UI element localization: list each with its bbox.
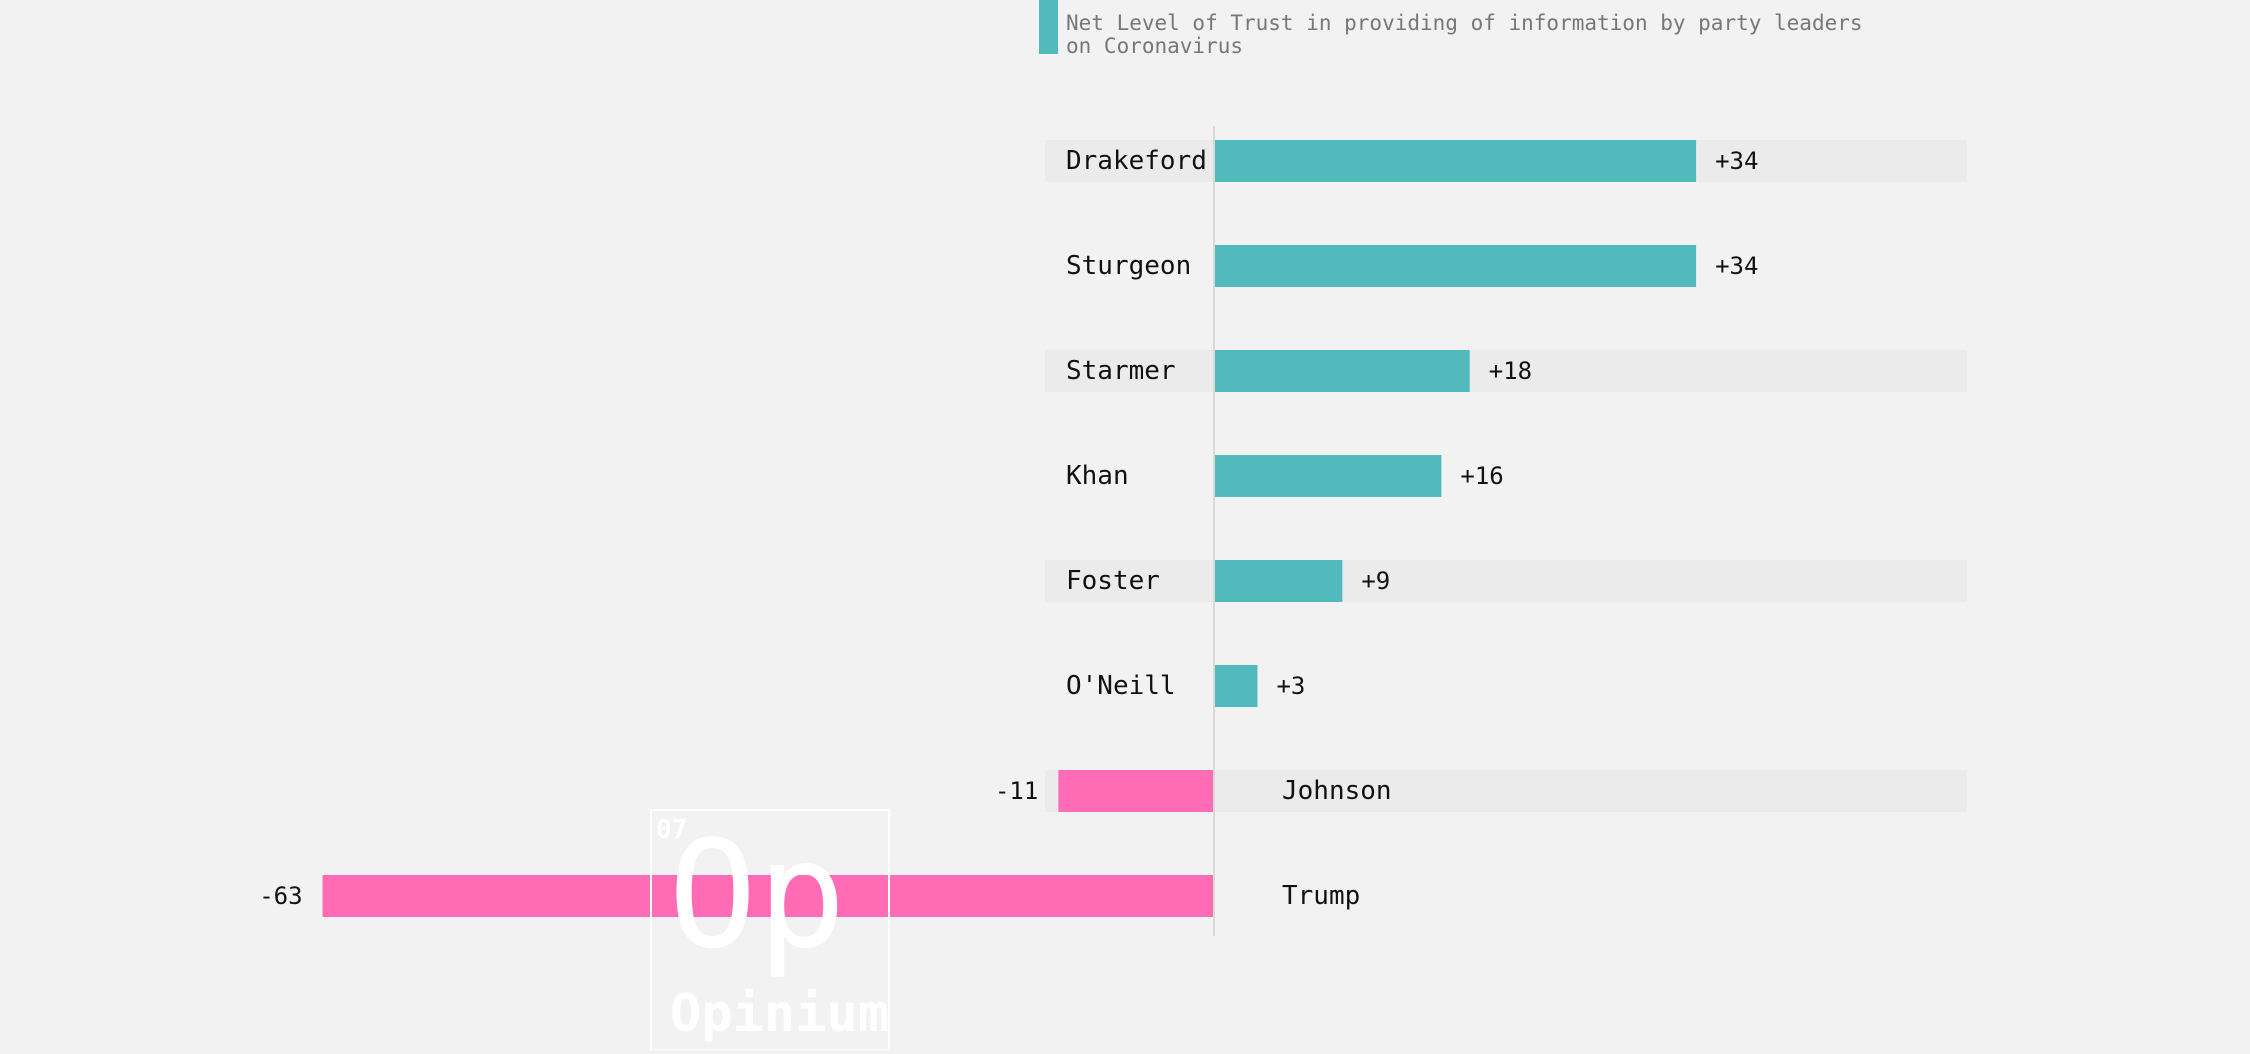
chart-title-line-1: Net Level of Trust in providing of infor… [1066,11,1863,35]
opinium-logo: 07 Op Opinium [650,809,890,1051]
category-label: Khan [1066,461,1129,491]
category-label: Starmer [1066,356,1176,386]
labels: Drakeford +34 Sturgeon +34 Starmer +18 Khan +16… [259,146,1758,911]
bar [1215,560,1343,602]
category-label: Drakeford [1066,146,1207,176]
legend-swatch [1039,0,1058,54]
bar [322,875,1214,917]
bar [1215,245,1697,287]
logo-name: Opinium [670,984,889,1044]
category-label: O'Neill [1066,671,1176,701]
bar [1215,140,1697,182]
row-band [1045,560,1967,602]
logo-mark: Op [668,809,846,981]
chart-title-line-2: on Coronavirus [1066,34,1243,58]
value-label: -11 [995,777,1038,805]
value-label: +34 [1715,147,1758,175]
category-label: Sturgeon [1066,251,1191,281]
bar [1215,455,1442,497]
value-label: +9 [1361,567,1390,595]
bar [1215,665,1258,707]
row-band [1045,350,1967,392]
category-label: Trump [1282,881,1360,911]
category-label: Foster [1066,566,1160,596]
bar [1215,350,1470,392]
logo-number: 07 [656,815,687,845]
legend: Net Level of Trust in providing of infor… [1039,0,1863,58]
value-label: +18 [1489,357,1532,385]
value-label: -63 [259,882,302,910]
value-label: +34 [1715,252,1758,280]
category-label: Johnson [1282,776,1392,806]
value-label: +3 [1276,672,1305,700]
bar [1058,770,1214,812]
row-bands [1045,140,1967,812]
value-label: +16 [1460,462,1503,490]
bars [322,140,1697,917]
